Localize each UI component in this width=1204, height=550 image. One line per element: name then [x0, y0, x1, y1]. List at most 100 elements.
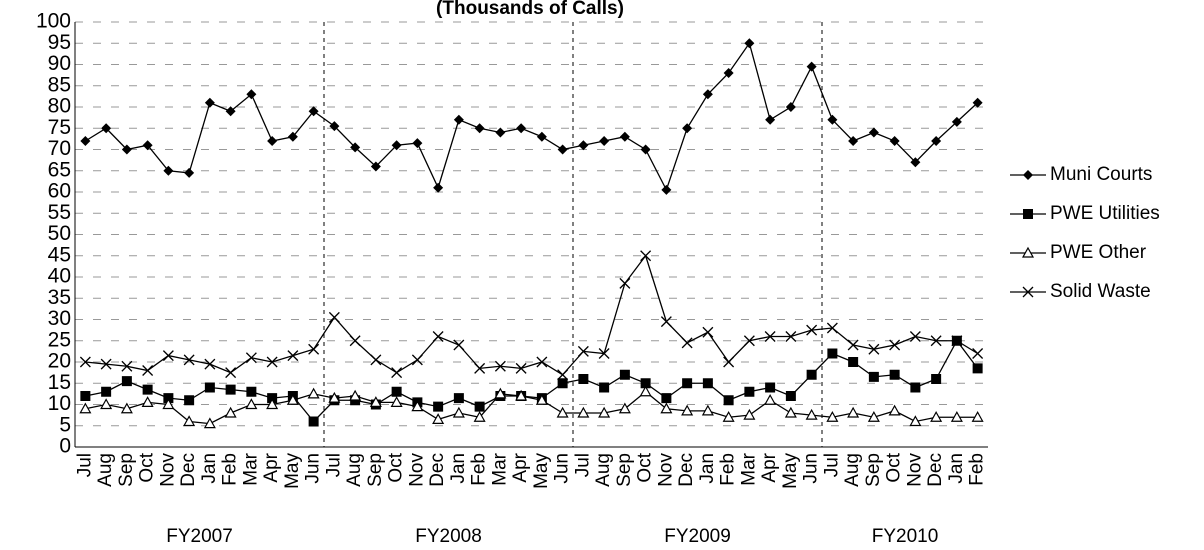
marker	[495, 127, 506, 138]
marker	[245, 352, 257, 364]
legend-marker	[1023, 170, 1033, 180]
x-tick-label: Dec	[427, 453, 448, 487]
marker	[556, 406, 569, 418]
marker	[432, 413, 445, 424]
marker	[453, 114, 464, 125]
marker	[722, 411, 735, 422]
marker	[308, 106, 319, 117]
x-tick-label: Jun	[552, 453, 573, 484]
marker	[286, 394, 299, 405]
marker	[827, 114, 838, 125]
y-tick-label: 35	[48, 286, 71, 309]
x-tick-label: Nov	[406, 453, 427, 487]
y-tick-label: 75	[48, 116, 71, 139]
marker	[909, 415, 922, 427]
x-tick-label: Apr	[510, 452, 531, 482]
x-tick-label: Jan	[946, 453, 967, 484]
marker	[267, 393, 278, 404]
marker	[287, 350, 299, 362]
marker	[266, 356, 278, 368]
x-tick-label: Apr	[261, 452, 282, 482]
marker	[473, 411, 486, 422]
marker	[702, 378, 713, 389]
marker	[681, 337, 693, 349]
marker	[100, 358, 112, 370]
y-tick-label: 85	[48, 73, 71, 96]
marker	[867, 411, 880, 422]
marker	[640, 378, 651, 389]
x-tick-label: Jul	[74, 453, 95, 477]
marker	[868, 371, 879, 382]
marker	[163, 165, 174, 176]
marker	[557, 369, 569, 381]
marker	[101, 123, 112, 134]
marker	[452, 406, 465, 418]
marker	[183, 354, 195, 366]
x-tick-label: May	[531, 453, 552, 489]
marker	[785, 391, 796, 401]
y-tick-label: 95	[48, 31, 71, 54]
marker	[329, 121, 340, 132]
marker	[203, 417, 216, 429]
marker	[474, 123, 485, 134]
marker	[910, 382, 921, 393]
marker	[204, 97, 215, 108]
marker	[619, 277, 631, 289]
marker	[515, 389, 528, 401]
marker	[619, 131, 630, 142]
marker	[910, 157, 921, 168]
marker	[909, 331, 921, 342]
marker	[826, 322, 838, 334]
x-tick-label: Jul	[323, 453, 344, 477]
marker	[888, 404, 901, 416]
marker	[889, 369, 900, 380]
y-tick-label: 25	[48, 328, 71, 351]
marker	[246, 89, 257, 100]
marker	[225, 367, 237, 379]
x-tick-label: May	[780, 453, 801, 489]
marker	[931, 136, 942, 146]
marker	[972, 363, 983, 374]
marker	[80, 391, 91, 401]
marker	[578, 140, 589, 151]
y-tick-label: 15	[48, 371, 71, 394]
marker	[204, 358, 216, 370]
marker	[618, 402, 631, 414]
marker	[868, 343, 880, 355]
marker	[743, 408, 756, 420]
marker	[79, 356, 91, 368]
marker	[536, 356, 548, 368]
y-tick-label: 45	[48, 243, 71, 266]
marker	[951, 335, 963, 347]
x-tick-label: Dec	[925, 453, 946, 487]
marker	[557, 144, 568, 155]
marker	[785, 102, 796, 112]
marker	[598, 348, 610, 359]
x-tick-label: Sep	[365, 453, 386, 487]
marker	[806, 61, 817, 72]
marker	[411, 400, 424, 412]
marker	[930, 335, 942, 347]
chart-title: (Thousands of Calls)	[436, 0, 624, 19]
marker	[723, 68, 734, 78]
marker	[682, 378, 693, 389]
group-label: FY2010	[872, 526, 939, 547]
marker	[764, 394, 777, 405]
y-tick-label: 55	[48, 201, 71, 224]
marker	[661, 184, 672, 195]
legend-label: Solid Waste	[1050, 281, 1151, 302]
marker	[328, 311, 340, 323]
legend-label: Muni Courts	[1050, 164, 1152, 185]
marker	[826, 411, 839, 422]
series-line	[85, 390, 978, 425]
marker	[702, 89, 713, 100]
marker	[308, 343, 320, 355]
marker	[619, 369, 630, 380]
marker	[183, 415, 196, 427]
marker	[121, 360, 133, 372]
marker	[951, 116, 962, 127]
marker	[121, 144, 132, 155]
x-tick-label: Nov	[655, 453, 676, 487]
x-tick-label: Jan	[697, 453, 718, 484]
